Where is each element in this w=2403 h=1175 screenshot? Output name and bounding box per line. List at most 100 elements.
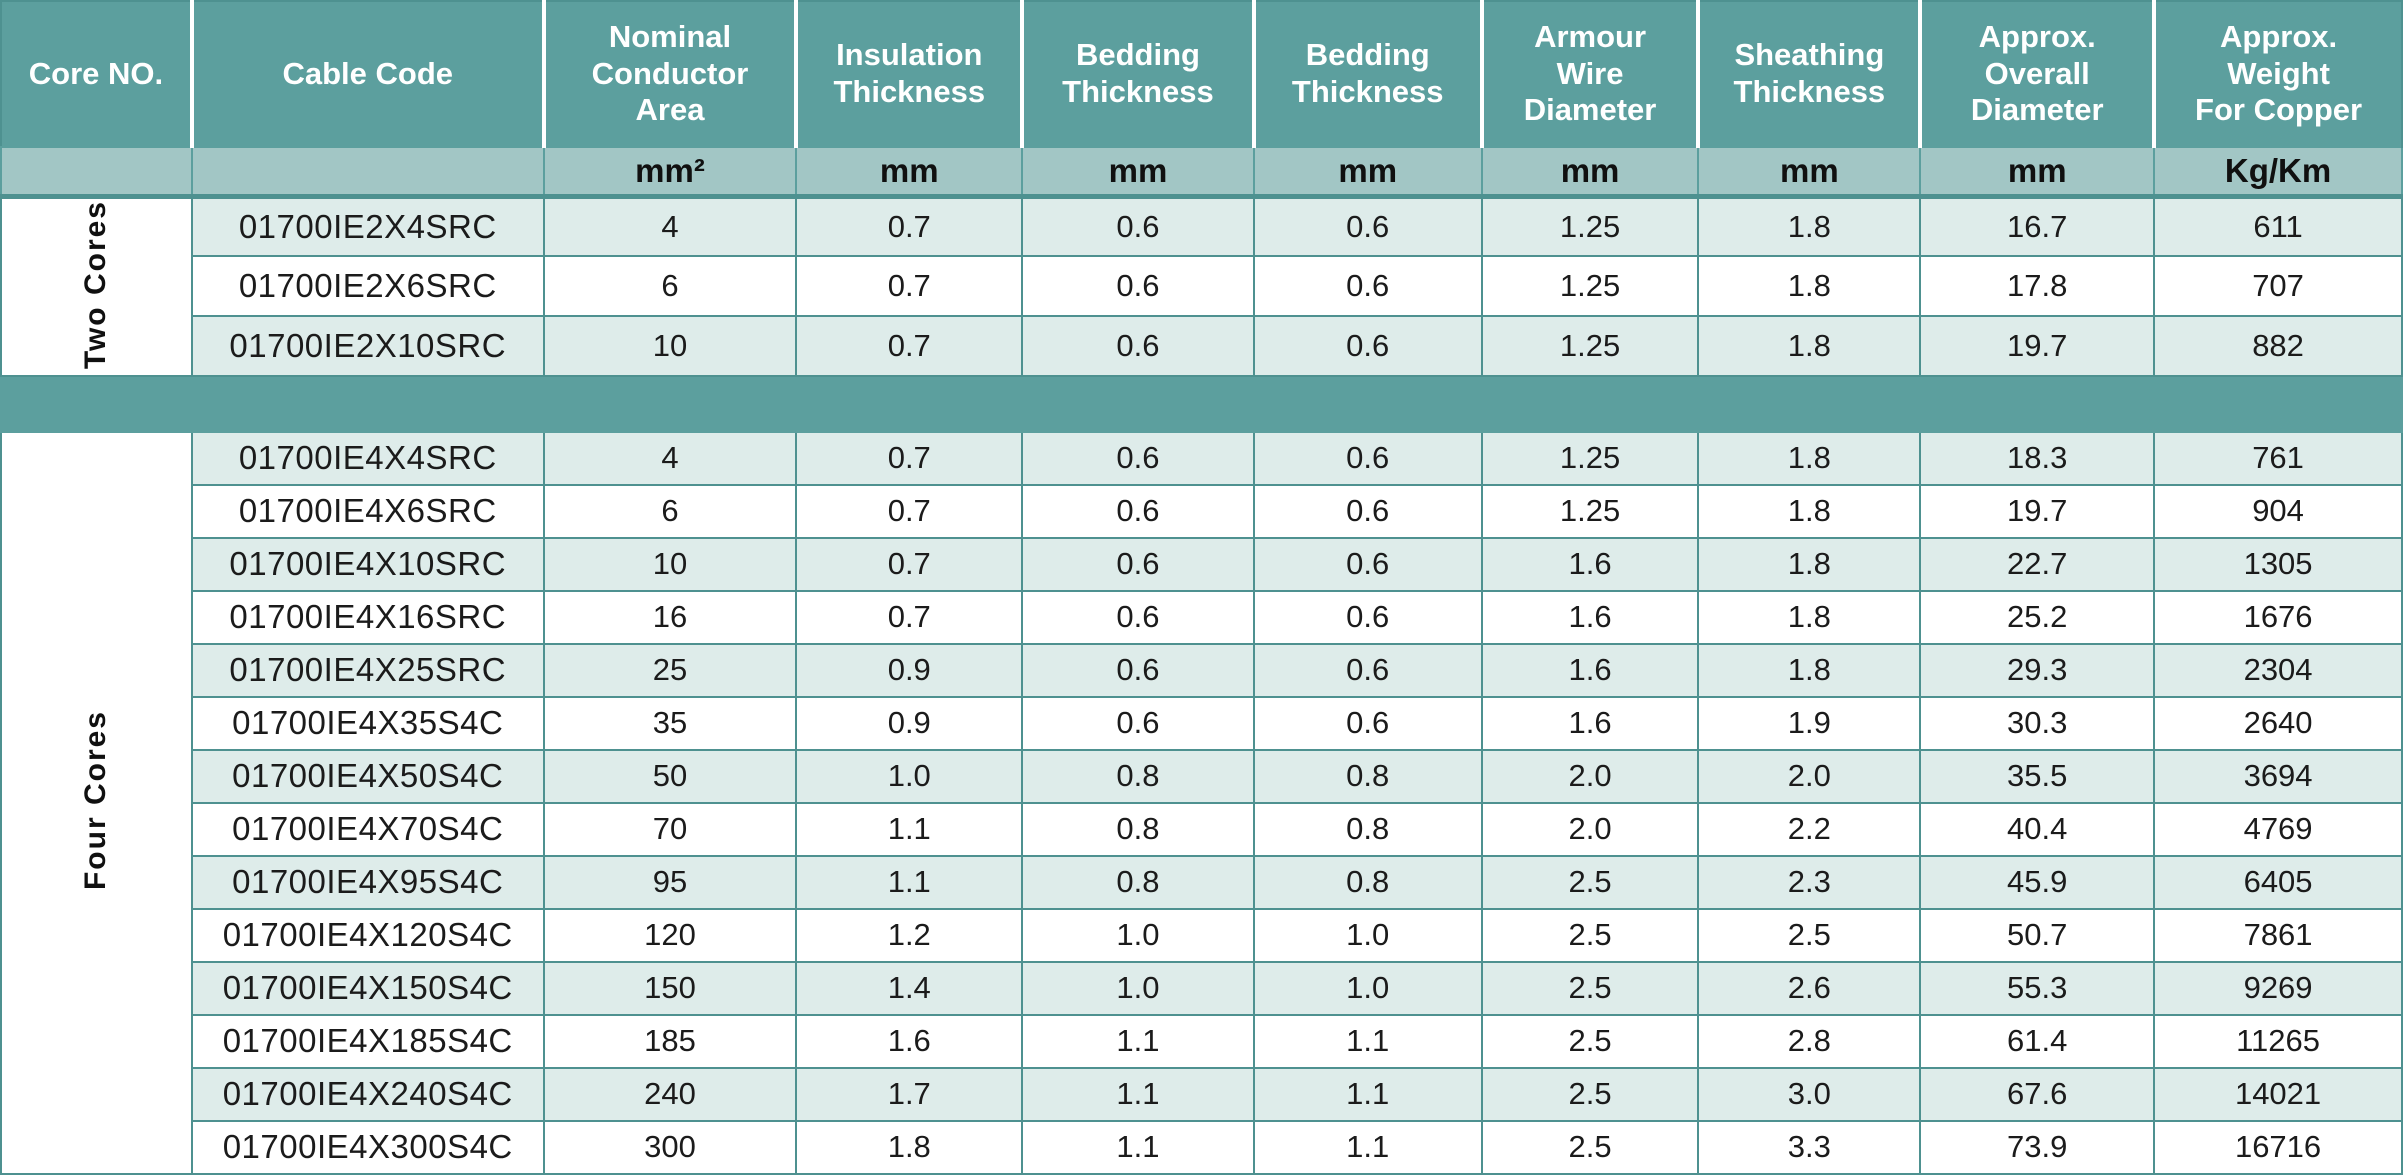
cell-value: 0.6 (1252, 195, 1483, 257)
cell-value: 3.3 (1697, 1119, 1922, 1175)
table-row: 01700IE4X95S4C 95 1.1 0.8 0.8 2.5 2.3 45… (1, 854, 2403, 910)
cell-value: 2.5 (1480, 960, 1700, 1016)
unit-cell-mm: mm (1919, 146, 2156, 199)
cell-value: 1.2 (795, 907, 1024, 963)
table-row: 01700IE2X10SRC 10 0.7 0.6 0.6 1.25 1.8 1… (1, 314, 2403, 377)
units-row: mm² mm mm mm mm mm mm Kg/Km (0, 146, 2403, 199)
cell-value: 0.6 (1252, 695, 1483, 751)
cell-value: 0.6 (1021, 589, 1255, 645)
cell-value: 0.7 (795, 483, 1024, 539)
cell-value: 2.8 (1697, 1013, 1922, 1069)
cell-value: 2.2 (1697, 801, 1922, 857)
cell-value: 16 (542, 589, 798, 645)
cell-value: 29.3 (1919, 642, 2156, 698)
cell-cable-code: 01700IE4X50S4C (190, 748, 545, 804)
cell-value: 45.9 (1919, 854, 2156, 910)
cell-value: 611 (2153, 195, 2403, 257)
cell-cable-code: 01700IE4X10SRC (190, 536, 545, 592)
cell-value: 50.7 (1919, 907, 2156, 963)
cell-cable-code: 01700IE4X35S4C (190, 695, 545, 751)
cell-value: 0.9 (795, 642, 1024, 698)
table-row: Four Cores 01700IE4X4SRC 4 0.7 0.6 0.6 1… (0, 430, 2403, 1175)
cell-value: 0.6 (1021, 430, 1255, 486)
row-group-label: Two Cores (79, 199, 113, 369)
unit-cell-mm2: mm² (542, 146, 798, 199)
cell-cable-code: 01700IE2X4SRC (190, 195, 545, 257)
cell-value: 882 (2153, 314, 2403, 377)
cell-value: 11265 (2153, 1013, 2403, 1069)
cell-value: 2640 (2153, 695, 2403, 751)
cell-value: 2.5 (1480, 854, 1700, 910)
row-group-four-cores: Four Cores (0, 430, 193, 1175)
cell-value: 55.3 (1919, 960, 2156, 1016)
cell-value: 0.7 (795, 314, 1024, 377)
cell-cable-code: 01700IE4X185S4C (190, 1013, 545, 1069)
cell-value: 761 (2153, 430, 2403, 486)
table-row: 01700IE4X50S4C 50 1.0 0.8 0.8 2.0 2.0 35… (1, 748, 2403, 804)
cell-value: 1.0 (1021, 960, 1255, 1016)
column-header-cable-code: Cable Code (191, 1, 546, 147)
table-row: 01700IE2X6SRC 6 0.7 0.6 0.6 1.25 1.8 17.… (1, 254, 2403, 317)
column-header-overall-diameter: Approx. Overall Diameter (1920, 1, 2157, 147)
cell-value: 0.7 (795, 589, 1024, 645)
cell-value: 2.0 (1480, 748, 1700, 804)
cell-value: 0.8 (1252, 748, 1483, 804)
cell-value: 19.7 (1919, 483, 2156, 539)
cell-value: 16.7 (1919, 195, 2156, 257)
cell-value: 1.8 (1697, 430, 1922, 486)
column-header-conductor-area: Nominal Conductor Area (543, 1, 799, 147)
unit-cell-mm: mm (1697, 146, 1922, 199)
cell-value: 73.9 (1919, 1119, 2156, 1175)
cell-value: 40.4 (1919, 801, 2156, 857)
cell-value: 1.6 (1480, 642, 1700, 698)
cell-value: 22.7 (1919, 536, 2156, 592)
cell-value: 6 (542, 483, 798, 539)
cell-value: 1.8 (1697, 314, 1922, 377)
cell-value: 2.5 (1480, 907, 1700, 963)
cell-value: 17.8 (1919, 254, 2156, 317)
cell-value: 10 (542, 536, 798, 592)
cell-value: 0.6 (1021, 314, 1255, 377)
cell-value: 2.5 (1697, 907, 1922, 963)
cell-value: 9269 (2153, 960, 2403, 1016)
cell-value: 1.6 (1480, 589, 1700, 645)
cell-value: 240 (542, 1066, 798, 1122)
table-row: 01700IE4X300S4C 300 1.8 1.1 1.1 2.5 3.3 … (1, 1119, 2403, 1175)
cell-value: 1.1 (1021, 1119, 1255, 1175)
cell-value: 1.1 (1021, 1066, 1255, 1122)
table-row: 01700IE4X120S4C 120 1.2 1.0 1.0 2.5 2.5 … (1, 907, 2403, 963)
separator-band (0, 374, 2403, 433)
table-row: 01700IE4X25SRC 25 0.9 0.6 0.6 1.6 1.8 29… (1, 642, 2403, 698)
cell-value: 1.9 (1697, 695, 1922, 751)
cell-value: 0.6 (1021, 642, 1255, 698)
cell-value: 0.6 (1021, 536, 1255, 592)
cell-value: 1.25 (1480, 430, 1700, 486)
cell-value: 0.6 (1252, 314, 1483, 377)
cell-cable-code: 01700IE4X150S4C (190, 960, 545, 1016)
cell-value: 0.7 (795, 430, 1024, 486)
cell-value: 61.4 (1919, 1013, 2156, 1069)
cell-value: 707 (2153, 254, 2403, 317)
cell-cable-code: 01700IE4X300S4C (190, 1119, 545, 1175)
table-row: 01700IE4X35S4C 35 0.9 0.6 0.6 1.6 1.9 30… (1, 695, 2403, 751)
cell-value: 4 (542, 430, 798, 486)
cell-value: 1.7 (795, 1066, 1024, 1122)
cell-value: 0.8 (1021, 854, 1255, 910)
cell-value: 904 (2153, 483, 2403, 539)
cell-value: 0.8 (1021, 801, 1255, 857)
cell-value: 0.6 (1021, 195, 1255, 257)
cell-value: 1.1 (1252, 1066, 1483, 1122)
cell-value: 0.6 (1252, 483, 1483, 539)
column-header-core-no: Core NO. (1, 1, 194, 147)
cell-value: 7861 (2153, 907, 2403, 963)
cell-value: 30.3 (1919, 695, 2156, 751)
cell-value: 0.6 (1252, 536, 1483, 592)
cell-value: 0.8 (1252, 801, 1483, 857)
cell-value: 18.3 (1919, 430, 2156, 486)
unit-cell-mm: mm (795, 146, 1024, 199)
table-row: 01700IE4X6SRC 6 0.7 0.6 0.6 1.25 1.8 19.… (1, 483, 2403, 539)
cell-value: 185 (542, 1013, 798, 1069)
cell-value: 1.1 (795, 854, 1024, 910)
table-row: 01700IE4X150S4C 150 1.4 1.0 1.0 2.5 2.6 … (1, 960, 2403, 1016)
